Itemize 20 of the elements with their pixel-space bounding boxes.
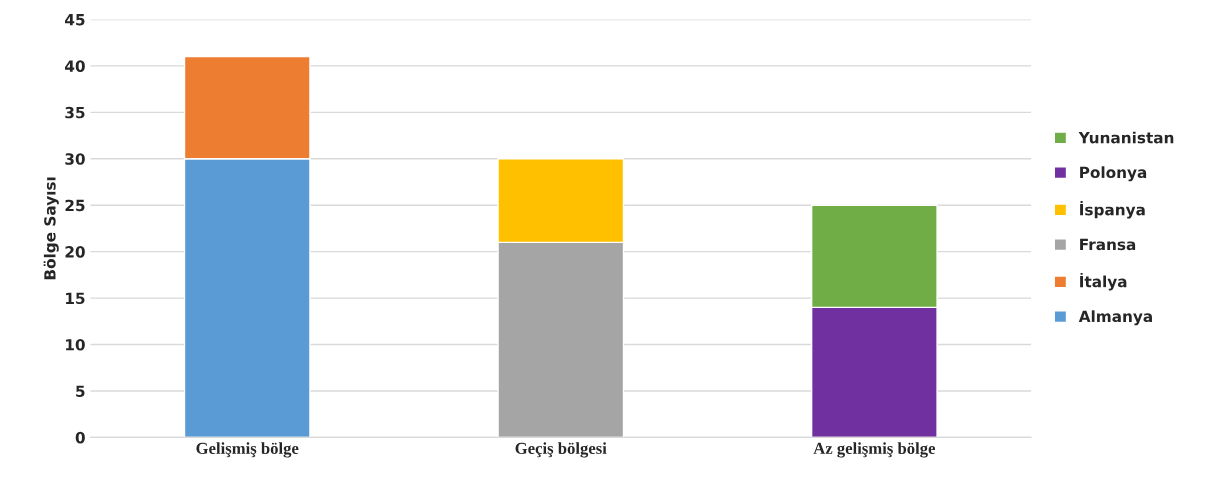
y-tick-label: 5 (76, 385, 85, 397)
y-tick-label: 0 (75, 431, 85, 444)
y-tick-label: 15 (66, 292, 85, 305)
y-tick-label: 20 (65, 246, 85, 258)
legend-label: Fransa (1080, 238, 1136, 251)
legend-label: Polonya (1080, 166, 1147, 182)
legend-label: Almanya (1078, 310, 1152, 326)
x-tick-label: Geçiş bölgesi (515, 442, 607, 458)
y-tick-label: 40 (65, 60, 85, 72)
y-tick-label: 45 (65, 14, 85, 26)
y-tick-label: 35 (65, 106, 85, 119)
legend-label: İspanya (1080, 201, 1145, 219)
y-tick-label: 30 (65, 153, 85, 165)
x-tick-label: Az gelişmiş bölge (813, 442, 936, 458)
legend-label: İtalya (1080, 273, 1127, 291)
y-axis-title: Bölge Sayısı (43, 177, 59, 280)
y-tick-label: 10 (66, 338, 85, 351)
y-tick-label: 25 (65, 199, 85, 212)
x-tick-label: Gelişmiş bölge (196, 442, 299, 458)
legend-label: Yunanistan (1078, 131, 1174, 144)
